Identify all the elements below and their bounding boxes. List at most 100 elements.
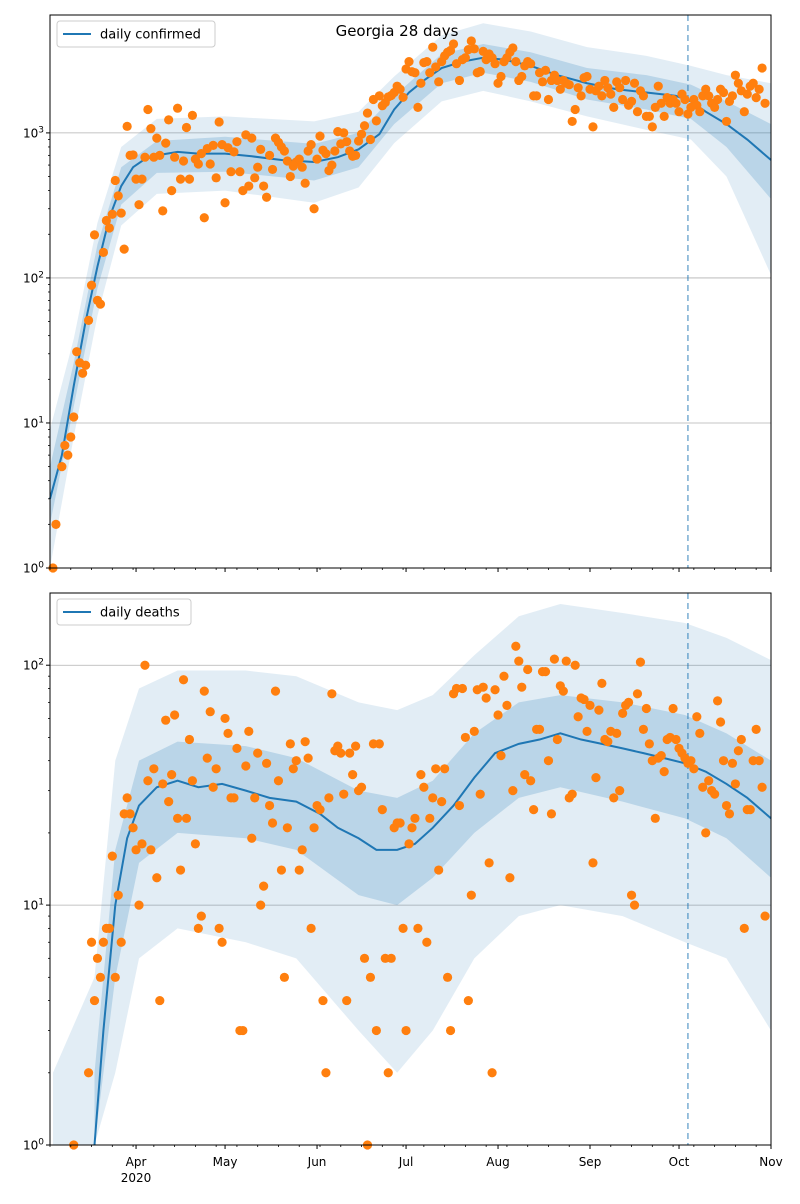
data-point: [671, 734, 681, 745]
data-point: [484, 858, 494, 868]
data-point: [261, 758, 272, 768]
data-point: [534, 724, 545, 735]
confirmed-points: [48, 36, 770, 573]
data-point: [549, 654, 560, 664]
deaths-trend-line: [93, 732, 772, 1146]
data-point: [267, 818, 278, 828]
data-point: [540, 65, 551, 75]
data-point: [164, 797, 174, 807]
data-point: [184, 174, 195, 184]
data-point: [529, 805, 539, 815]
data-point: [745, 805, 755, 815]
y-tick-label: 100: [23, 561, 44, 576]
data-point: [371, 1025, 381, 1036]
data-point: [567, 789, 577, 799]
y-tick-label: 101: [23, 415, 44, 430]
data-point: [478, 682, 488, 692]
data-point: [113, 191, 123, 201]
data-point: [609, 793, 619, 803]
data-point: [247, 133, 257, 143]
data-point: [647, 122, 657, 132]
confirmed-legend: daily confirmed: [56, 20, 216, 48]
data-point: [273, 776, 284, 786]
data-point: [220, 713, 230, 724]
data-point: [618, 94, 628, 105]
data-point: [704, 91, 714, 101]
data-point: [181, 122, 192, 133]
data-point: [187, 776, 198, 786]
legend-label-deaths: daily deaths: [100, 606, 180, 621]
confirmed-panel: 100 101 102 103 daily confirmed: [23, 14, 772, 576]
data-point: [339, 789, 349, 799]
data-point: [294, 865, 304, 875]
data-point: [60, 440, 70, 451]
data-point: [564, 80, 574, 90]
data-point: [371, 116, 381, 126]
data-point: [582, 726, 592, 736]
data-point: [315, 805, 325, 815]
data-point: [413, 923, 423, 933]
data-point: [671, 98, 681, 108]
data-point: [116, 208, 126, 218]
confirmed-axes-frame: [49, 14, 772, 569]
x-tick-label: Jul: [398, 1155, 413, 1169]
data-point: [351, 741, 361, 751]
data-point: [137, 174, 147, 184]
data-point: [422, 937, 432, 947]
data-point: [374, 91, 384, 101]
data-point: [288, 764, 298, 774]
data-point: [359, 121, 370, 131]
data-point: [710, 102, 720, 112]
data-point: [526, 776, 536, 786]
data-point: [193, 159, 203, 169]
data-point: [327, 689, 337, 699]
data-point: [748, 78, 758, 88]
data-point: [83, 1068, 94, 1078]
data-point: [422, 57, 432, 67]
data-point: [668, 703, 678, 714]
data-point: [537, 77, 548, 87]
data-point: [594, 705, 604, 715]
data-point: [199, 686, 209, 696]
data-point: [196, 911, 206, 921]
data-point: [342, 137, 352, 147]
confirmed-gridlines: [50, 132, 771, 424]
data-point: [656, 750, 666, 761]
data-point: [727, 758, 738, 768]
data-point: [285, 739, 295, 749]
data-point: [543, 756, 554, 766]
data-point: [404, 839, 414, 849]
data-point: [454, 75, 465, 86]
data-point: [285, 171, 295, 182]
data-point: [351, 150, 361, 160]
data-point: [131, 845, 141, 855]
data-point: [395, 818, 405, 828]
data-point: [680, 94, 690, 105]
data-point: [638, 91, 649, 101]
data-point: [425, 813, 435, 823]
data-point: [235, 167, 245, 177]
data-point: [178, 675, 189, 685]
data-point: [606, 89, 616, 99]
data-point: [428, 793, 438, 803]
data-point: [107, 851, 117, 861]
data-point: [751, 724, 761, 735]
data-point: [638, 724, 649, 735]
data-point: [81, 360, 91, 370]
data-point: [345, 748, 355, 758]
data-point: [632, 107, 643, 117]
confirmed-bands: [50, 23, 771, 569]
data-point: [730, 70, 740, 80]
data-point: [143, 104, 153, 115]
data-point: [297, 162, 307, 172]
data-point: [264, 150, 275, 160]
deaths-panel: 100 101 102 Apr 2020 May Jun Jul Aug Sep Oct Nov da…: [23, 592, 783, 1185]
data-point: [110, 175, 120, 186]
uncertainty-band-inner: [94, 695, 772, 1145]
data-point: [704, 776, 714, 786]
data-point: [440, 764, 450, 774]
deaths-gridlines: [50, 664, 771, 906]
data-point: [78, 368, 88, 378]
data-point: [715, 717, 726, 727]
data-point: [431, 764, 441, 774]
